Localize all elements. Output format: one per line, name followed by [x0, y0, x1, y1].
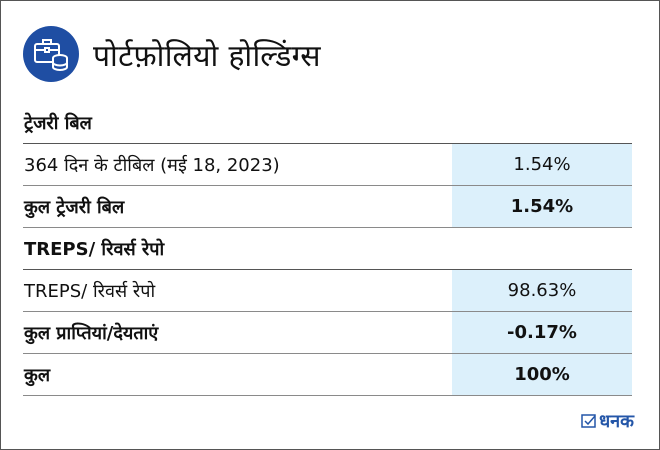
row-value: 98.63% [452, 270, 632, 311]
table-row-total: कुल प्राप्तियां/देयताएं -0.17% [23, 312, 632, 354]
row-value: 1.54% [452, 144, 632, 185]
header: पोर्टफ़ोलियो होल्डिंग्स [23, 26, 321, 82]
section-title: ट्रेजरी बिल [24, 112, 92, 134]
briefcase-coins-icon [23, 26, 79, 82]
brand-name: धनक [599, 411, 634, 432]
section-header: ट्रेजरी बिल [23, 102, 632, 144]
row-label: 364 दिन के टीबिल (मई 18, 2023) [24, 154, 280, 176]
page-title: पोर्टफ़ोलियो होल्डिंग्स [93, 38, 321, 74]
row-label: TREPS/ रिवर्स रेपो [24, 280, 156, 302]
brand-logo: धनक [581, 409, 634, 433]
table-row: TREPS/ रिवर्स रेपो 98.63% [23, 270, 632, 312]
section-header: TREPS/ रिवर्स रेपो [23, 228, 632, 270]
table-row-grand-total: कुल 100% [23, 354, 632, 396]
table-row: 364 दिन के टीबिल (मई 18, 2023) 1.54% [23, 144, 632, 186]
holdings-table: ट्रेजरी बिल 364 दिन के टीबिल (मई 18, 202… [23, 102, 632, 396]
row-value: 1.54% [452, 186, 632, 227]
section-title: TREPS/ रिवर्स रेपो [24, 238, 165, 260]
row-value: 100% [452, 354, 632, 395]
row-label: कुल ट्रेजरी बिल [24, 196, 125, 218]
checkbox-icon [581, 414, 596, 428]
row-label: कुल प्राप्तियां/देयताएं [24, 322, 159, 344]
table-row-total: कुल ट्रेजरी बिल 1.54% [23, 186, 632, 228]
row-value: -0.17% [452, 312, 632, 353]
row-label: कुल [24, 364, 51, 386]
